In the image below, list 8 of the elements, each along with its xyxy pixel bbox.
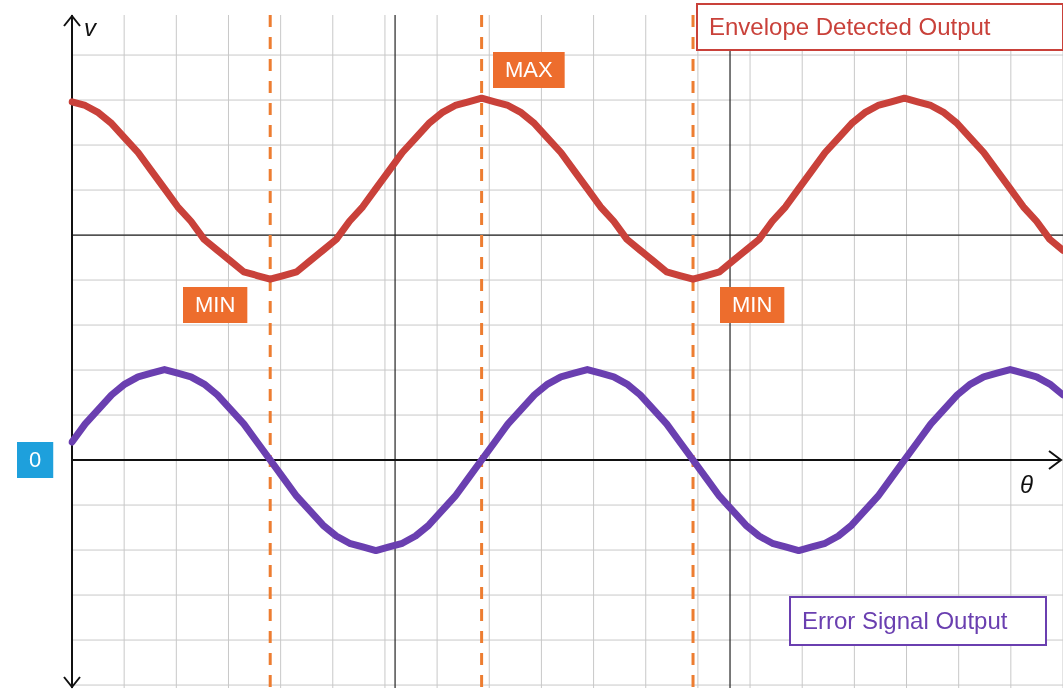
text: MAX <box>504 57 553 83</box>
annotation: MIN <box>732 292 773 318</box>
text: Envelope Detected Output <box>709 12 991 40</box>
annotation: MIN <box>195 292 236 318</box>
y-axis-title: v <box>84 13 98 41</box>
x-axis-title: θ <box>1019 470 1033 498</box>
text: Error Signal Output <box>802 606 1008 634</box>
text: 0 <box>28 447 42 473</box>
